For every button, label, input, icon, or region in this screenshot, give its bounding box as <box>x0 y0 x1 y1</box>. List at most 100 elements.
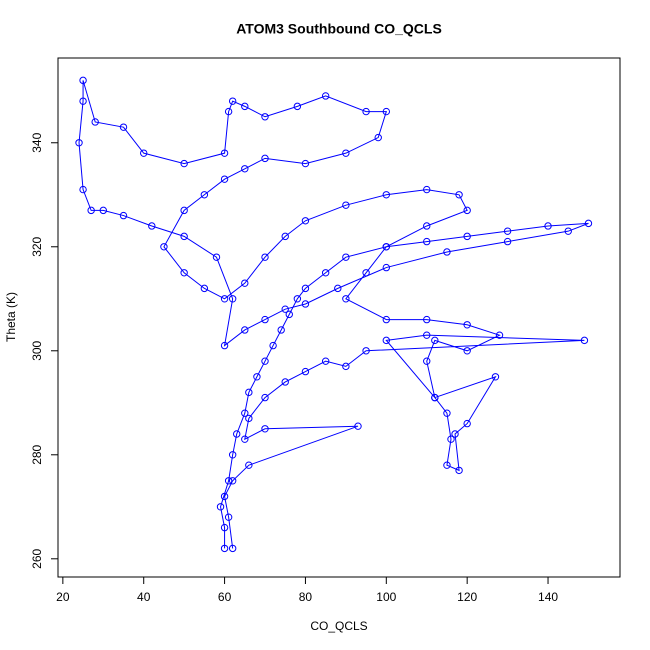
point <box>281 232 289 241</box>
point <box>451 430 459 438</box>
point <box>245 414 253 423</box>
point <box>233 430 241 438</box>
point <box>301 217 310 225</box>
point <box>241 279 249 287</box>
point <box>431 393 439 402</box>
point <box>180 232 188 241</box>
point <box>220 175 229 183</box>
point <box>200 191 209 199</box>
y-tick-label: 320 <box>30 236 44 256</box>
point <box>241 102 249 111</box>
y-tick-label: 340 <box>30 132 44 152</box>
point <box>216 503 225 511</box>
point <box>148 222 156 230</box>
point <box>362 107 370 116</box>
point <box>140 149 148 157</box>
point <box>564 227 572 235</box>
point <box>241 409 249 417</box>
point <box>443 461 451 469</box>
point <box>443 248 451 256</box>
point <box>342 362 350 371</box>
point <box>382 263 391 272</box>
x-tick-label: 80 <box>299 590 313 604</box>
point <box>301 300 310 308</box>
point <box>321 269 330 277</box>
point <box>75 139 83 147</box>
x-tick-label: 20 <box>56 590 70 604</box>
point <box>119 211 128 220</box>
point <box>160 243 168 251</box>
point <box>119 123 128 131</box>
point <box>180 269 188 277</box>
x-axis-label: CO_QCLS <box>310 619 367 633</box>
point <box>220 295 229 303</box>
point <box>342 149 350 157</box>
point <box>382 243 391 251</box>
point <box>277 326 285 334</box>
x-tick-label: 40 <box>137 590 151 604</box>
point <box>224 513 233 521</box>
y-tick-label: 280 <box>30 444 44 464</box>
point <box>455 191 463 199</box>
point <box>261 253 269 261</box>
y-axis-label: Theta (K) <box>4 292 18 342</box>
point <box>382 107 391 116</box>
plot-frame <box>57 57 621 578</box>
point <box>241 165 249 173</box>
point <box>261 154 269 163</box>
point <box>423 331 431 339</box>
point <box>321 357 330 365</box>
point <box>293 295 302 303</box>
point <box>241 326 249 334</box>
y-tick-label: 300 <box>30 340 44 360</box>
point <box>374 133 382 142</box>
point <box>423 185 431 194</box>
point <box>224 107 233 116</box>
x-tick-label: 140 <box>538 590 558 604</box>
point <box>463 419 471 428</box>
point <box>382 315 391 324</box>
point <box>220 149 229 157</box>
point <box>261 113 269 121</box>
point <box>220 341 229 350</box>
y-tick-label: 260 <box>30 548 44 568</box>
point <box>228 544 237 553</box>
point <box>99 206 107 215</box>
chart-title: ATOM3 Southbound CO_QCLS <box>236 21 442 37</box>
point <box>321 92 330 100</box>
point <box>301 159 310 168</box>
point <box>342 201 350 209</box>
point <box>285 310 293 319</box>
point <box>362 269 370 277</box>
point <box>354 422 362 430</box>
point <box>220 544 229 553</box>
series-line <box>78 80 589 549</box>
point <box>241 435 249 443</box>
point <box>423 237 431 246</box>
point <box>463 232 471 241</box>
point <box>220 523 229 532</box>
point <box>87 206 95 215</box>
point <box>79 97 87 105</box>
point <box>261 315 269 324</box>
point <box>281 305 289 313</box>
point <box>228 97 237 105</box>
point <box>463 206 471 215</box>
point <box>584 219 593 228</box>
point <box>431 336 439 345</box>
point <box>342 253 350 261</box>
point <box>79 185 87 194</box>
point <box>261 425 269 433</box>
point <box>253 373 261 381</box>
x-tick-label: 120 <box>457 590 477 604</box>
point <box>544 222 552 230</box>
point <box>447 435 455 443</box>
point <box>79 76 87 85</box>
point <box>269 341 277 350</box>
point <box>180 159 188 168</box>
x-tick-label: 60 <box>218 590 232 604</box>
point <box>180 206 188 215</box>
point <box>503 227 512 235</box>
point <box>423 315 431 324</box>
